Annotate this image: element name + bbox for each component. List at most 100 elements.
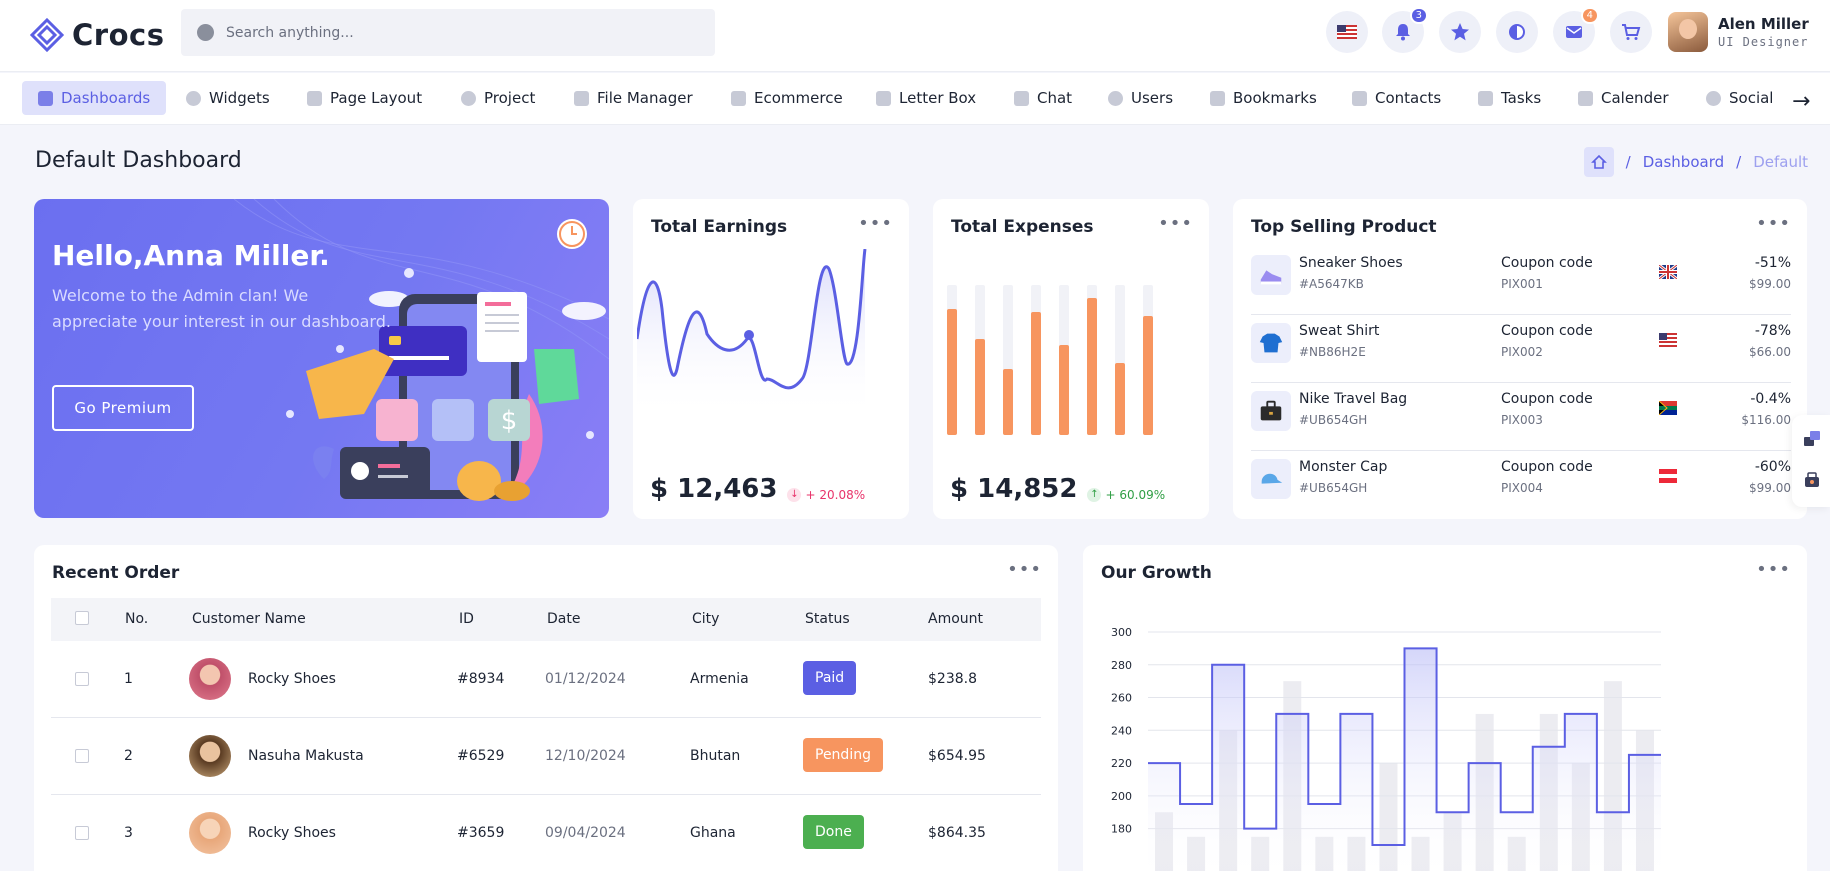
avatar: [189, 735, 231, 777]
uk-flag-icon: [1659, 265, 1677, 279]
y-tick-label: 300: [1111, 626, 1132, 639]
product-name: Nike Travel Bag: [1299, 391, 1408, 407]
y-tick-label: 260: [1111, 692, 1132, 705]
bookmark-icon: [1210, 90, 1225, 106]
expense-bar: [947, 309, 957, 435]
nav-item-project[interactable]: Project: [445, 81, 551, 115]
more-options-icon[interactable]: •••: [1158, 213, 1193, 234]
expenses-bar-chart: [947, 285, 1167, 435]
order-id: #6529: [457, 748, 505, 764]
theme-toggle[interactable]: [1496, 11, 1538, 53]
y-tick-label: 240: [1111, 724, 1132, 737]
cap-icon: [1251, 459, 1291, 499]
y-tick-label: 220: [1111, 757, 1132, 770]
nav-item-widgets[interactable]: Widgets: [170, 81, 286, 115]
nav-item-page-layout[interactable]: Page Layout: [291, 81, 438, 115]
expense-bar: [1087, 298, 1097, 435]
table-row[interactable]: 3 Rocky Shoes #3659 09/04/2024 Ghana Don…: [51, 795, 1041, 871]
select-all-checkbox[interactable]: [75, 611, 89, 625]
nav-item-file-manager[interactable]: File Manager: [558, 81, 709, 115]
y-tick-label: 280: [1111, 659, 1132, 672]
breadcrumb-home-button[interactable]: [1583, 147, 1614, 177]
chat-icon: [1014, 90, 1029, 106]
search-input[interactable]: [226, 24, 706, 41]
nav-item-bookmarks[interactable]: Bookmarks: [1194, 81, 1333, 115]
coupon-label: Coupon code: [1501, 391, 1593, 407]
table-row[interactable]: 1 Rocky Shoes #8934 01/12/2024 Armenia P…: [51, 641, 1041, 718]
nav-scroll-right-icon[interactable]: →: [1792, 89, 1811, 114]
nav-label: Contacts: [1375, 89, 1442, 107]
search-bar[interactable]: [181, 9, 715, 56]
mail-icon: [876, 90, 891, 106]
notifications-badge: 3: [1409, 7, 1428, 24]
earnings-trend-value: + 20.08%: [805, 487, 866, 502]
breadcrumb-current: Default: [1753, 153, 1808, 171]
discount-percent: -78%: [1754, 323, 1791, 339]
check-icon: [1478, 90, 1493, 106]
more-options-icon[interactable]: •••: [1007, 559, 1042, 580]
messages-button[interactable]: 4: [1553, 7, 1599, 53]
language-selector[interactable]: [1326, 11, 1368, 53]
shop-icon[interactable]: [1803, 471, 1821, 489]
more-options-icon[interactable]: •••: [1756, 559, 1791, 580]
page-title: Default Dashboard: [35, 148, 242, 173]
welcome-banner: $ Hello,Anna Miller. Welcome to the Admi…: [34, 199, 609, 518]
expense-bar-track: [975, 285, 985, 435]
total-expenses-card: Total Expenses ••• $ 14,852 ↑ + 60.09%: [933, 199, 1209, 519]
list-item[interactable]: Sweat Shirt #NB86H2E Coupon code PIX002 …: [1251, 315, 1791, 383]
table-row[interactable]: 2 Nasuha Makusta #6529 12/10/2024 Bhutan…: [51, 718, 1041, 795]
breadcrumb-dashboard[interactable]: Dashboard: [1642, 153, 1725, 171]
product-code: #NB86H2E: [1299, 345, 1366, 359]
nav-item-social[interactable]: Social: [1690, 81, 1789, 115]
nav-item-contacts[interactable]: Contacts: [1336, 81, 1457, 115]
nav-label: File Manager: [597, 89, 693, 107]
cart-button[interactable]: [1610, 11, 1652, 53]
nav-item-users[interactable]: Users: [1092, 81, 1189, 115]
nav-item-letter-box[interactable]: Letter Box: [860, 81, 992, 115]
more-options-icon[interactable]: •••: [1756, 213, 1791, 234]
row-checkbox[interactable]: [75, 749, 89, 763]
more-options-icon[interactable]: •••: [858, 213, 893, 234]
column-header: Status: [805, 611, 850, 627]
nav-item-calender[interactable]: Calender: [1562, 81, 1685, 115]
arrow-up-icon: ↑: [1087, 487, 1102, 502]
y-tick-label: 180: [1111, 823, 1132, 836]
list-item[interactable]: Sneaker Shoes #A5647KB Coupon code PIX00…: [1251, 247, 1791, 315]
customizer-icon[interactable]: [1803, 429, 1821, 447]
top-selling-product-card: Top Selling Product ••• Sneaker Shoes #A…: [1233, 199, 1807, 519]
nav-item-tasks[interactable]: Tasks: [1462, 81, 1557, 115]
card-title: Total Expenses: [951, 217, 1094, 237]
nav-item-dashboards[interactable]: Dashboards: [22, 81, 167, 115]
order-city: Bhutan: [690, 748, 741, 764]
svg-text:$: $: [501, 406, 518, 436]
coupon-label: Coupon code: [1501, 255, 1593, 271]
order-number: 1: [124, 671, 133, 687]
expense-bar: [1115, 363, 1125, 435]
table-header: No. Customer Name ID Date City Status Am…: [51, 598, 1041, 641]
user-profile[interactable]: Alen Miller UI Designer: [1668, 12, 1809, 52]
expense-bar: [1031, 312, 1041, 435]
go-premium-button[interactable]: Go Premium: [52, 385, 194, 431]
sweatshirt-icon: [1251, 323, 1291, 363]
notifications-button[interactable]: 3: [1382, 7, 1428, 53]
expense-bar-track: [1087, 285, 1097, 435]
product-name: Monster Cap: [1299, 459, 1388, 475]
expenses-trend-value: + 60.09%: [1105, 487, 1166, 502]
row-checkbox[interactable]: [75, 826, 89, 840]
order-date: 09/04/2024: [545, 825, 626, 841]
earnings-trend: ↓ + 20.08%: [787, 487, 866, 502]
app-logo[interactable]: Crocs: [30, 16, 164, 54]
row-checkbox[interactable]: [75, 672, 89, 686]
expense-bar: [1003, 369, 1013, 435]
order-date: 01/12/2024: [545, 671, 626, 687]
expense-bar-track: [1143, 285, 1153, 435]
coupon-label: Coupon code: [1501, 323, 1593, 339]
side-toolbar: [1792, 415, 1830, 507]
list-item[interactable]: Nike Travel Bag #UB654GH Coupon code PIX…: [1251, 383, 1791, 451]
order-date: 12/10/2024: [545, 748, 626, 764]
order-id: #8934: [457, 671, 505, 687]
nav-item-chat[interactable]: Chat: [998, 81, 1088, 115]
nav-item-ecommerce[interactable]: Ecommerce: [715, 81, 859, 115]
list-item[interactable]: Monster Cap #UB654GH Coupon code PIX004 …: [1251, 451, 1791, 519]
favorites-button[interactable]: [1439, 11, 1481, 53]
